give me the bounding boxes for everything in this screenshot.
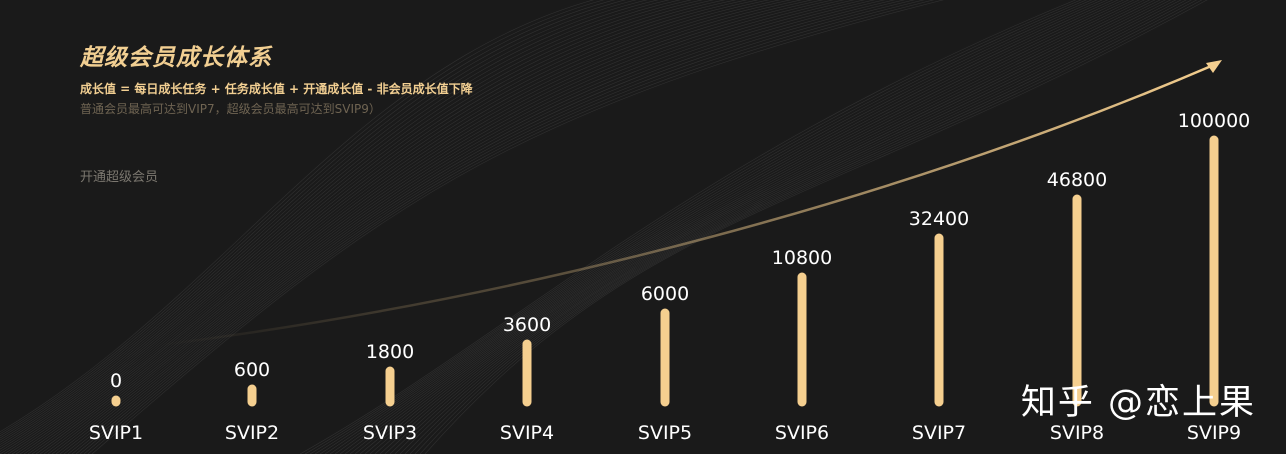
- category-label-svip9: SVIP9: [1187, 422, 1241, 444]
- category-label-svip3: SVIP3: [363, 422, 417, 444]
- value-label-svip4: 3600: [503, 314, 551, 336]
- value-label-svip2: 600: [234, 359, 270, 381]
- level-note: 普通会员最高可达到VIP7，超级会员最高可达到SVIP9）: [80, 102, 381, 116]
- value-label-svip8: 46800: [1047, 169, 1107, 191]
- category-label-svip7: SVIP7: [912, 422, 966, 444]
- trend-arrow-line: [159, 62, 1217, 347]
- value-label-svip1: 0: [110, 370, 122, 392]
- value-label-svip6: 10800: [772, 247, 832, 269]
- category-label-svip8: SVIP8: [1050, 422, 1104, 444]
- category-label-svip2: SVIP2: [225, 422, 279, 444]
- value-label-svip5: 6000: [641, 283, 689, 305]
- value-label-svip3: 1800: [366, 341, 414, 363]
- open-svip-link[interactable]: 开通超级会员: [80, 170, 159, 185]
- growth-formula: 成长值 = 每日成长任务 + 任务成长值 + 开通成长值 - 非会员成长值下降: [80, 82, 473, 96]
- value-label-svip9: 100000: [1178, 110, 1251, 132]
- trend-arrowhead-icon: [1206, 60, 1222, 73]
- category-label-svip5: SVIP5: [638, 422, 692, 444]
- zhihu-watermark: 知乎 @恋上果: [1020, 383, 1256, 423]
- category-label-svip4: SVIP4: [500, 422, 554, 444]
- category-label-svip1: SVIP1: [89, 422, 143, 444]
- category-label-svip6: SVIP6: [775, 422, 829, 444]
- page-title: 超级会员成长体系: [80, 45, 272, 71]
- value-label-svip7: 32400: [909, 208, 969, 230]
